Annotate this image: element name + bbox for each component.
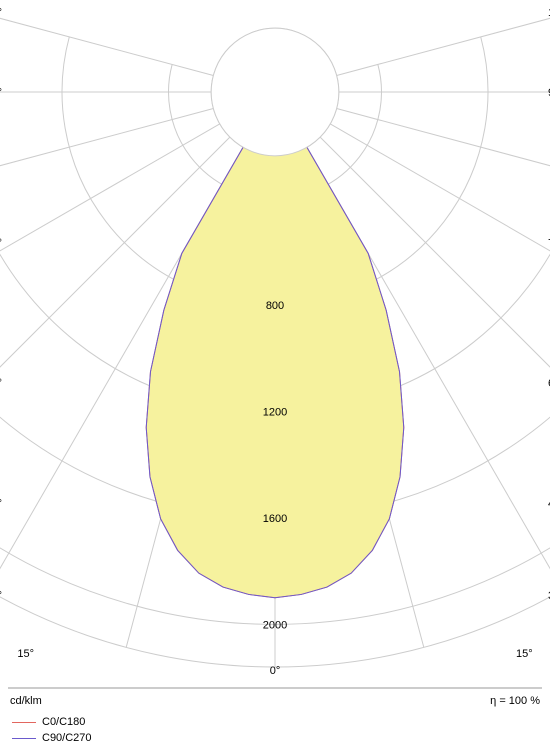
legend-color-line (12, 738, 36, 739)
angle-label: 15° (516, 648, 533, 660)
legend-row: C90/C270 (12, 732, 92, 744)
ring-label: 1600 (263, 513, 287, 525)
polar-chart: 800120016002000105°90°75°60°45°30°15°105… (0, 0, 550, 750)
angle-label: 45° (0, 498, 2, 510)
angle-label-bottom: 0° (270, 665, 281, 677)
legend-label: C0/C180 (42, 716, 85, 728)
angle-label: 75° (0, 237, 2, 249)
angle-label: 105° (0, 7, 2, 19)
angle-label: 30° (0, 590, 2, 602)
chart-svg: 800120016002000105°90°75°60°45°30°15°105… (0, 0, 550, 750)
ring-label: 2000 (263, 619, 287, 631)
footer-right-label: η = 100 % (490, 695, 540, 707)
angle-label: 15° (17, 648, 34, 660)
legend-row: C0/C180 (12, 716, 85, 728)
legend-color-line (12, 722, 36, 723)
legend-label: C90/C270 (42, 732, 92, 744)
footer-left-label: cd/klm (10, 695, 42, 707)
ring-label: 800 (266, 300, 284, 312)
angle-label: 60° (0, 378, 2, 390)
angle-label: 90° (0, 87, 2, 99)
ring-label: 1200 (263, 406, 287, 418)
